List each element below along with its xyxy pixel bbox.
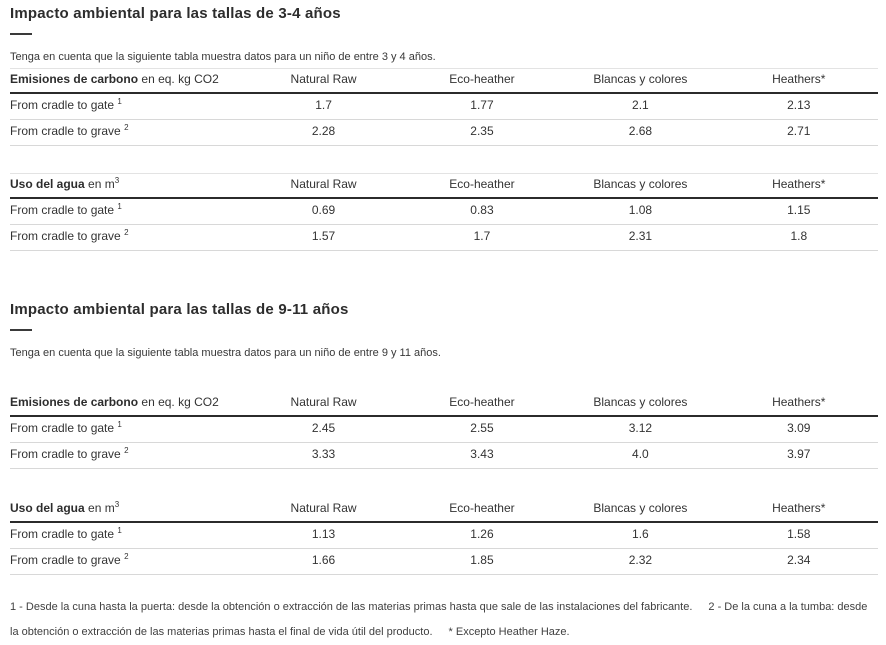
metric-value: 1.13 bbox=[244, 522, 403, 549]
column-header: Blancas y colores bbox=[561, 392, 720, 417]
metric-value: 1.66 bbox=[244, 548, 403, 575]
footnotes: 1 - Desde la cuna hasta la puerta: desde… bbox=[10, 595, 878, 645]
column-header: Heathers* bbox=[719, 68, 878, 94]
metric-value: 2.28 bbox=[244, 119, 403, 146]
metric-value: 1.08 bbox=[561, 198, 720, 225]
column-header: Blancas y colores bbox=[561, 173, 720, 199]
metric-value: 2.45 bbox=[244, 416, 403, 443]
carbon-emissions-table: Emisiones de carbono en eq. kg CO2 Natur… bbox=[10, 68, 878, 146]
section-note: Tenga en cuenta que la siguiente tabla m… bbox=[10, 51, 436, 63]
metric-value: 2.34 bbox=[719, 548, 878, 575]
metric-value: 1.58 bbox=[719, 522, 878, 549]
row-label: From cradle to gate 1 bbox=[10, 93, 245, 120]
metric-value: 1.6 bbox=[561, 522, 720, 549]
column-header: Natural Raw bbox=[244, 68, 403, 94]
metric-value: 1.85 bbox=[402, 548, 562, 575]
metric-value: 2.71 bbox=[719, 119, 878, 146]
metric-value: 1.26 bbox=[402, 522, 562, 549]
column-header: Blancas y colores bbox=[561, 68, 720, 94]
metric-header: Uso del agua en m3 bbox=[10, 173, 245, 199]
metric-value: 2.55 bbox=[402, 416, 562, 443]
column-header: Eco-heather bbox=[402, 173, 562, 199]
title-underline-dash bbox=[10, 33, 32, 35]
section-note: Tenga en cuenta que la siguiente tabla m… bbox=[10, 347, 441, 359]
metric-value: 1.8 bbox=[719, 224, 878, 251]
footnote-heather-haze: * Excepto Heather Haze. bbox=[448, 626, 570, 638]
metric-value: 3.09 bbox=[719, 416, 878, 443]
section-title: Impacto ambiental para las tallas de 3-4… bbox=[10, 5, 341, 22]
table-row: From cradle to gate 1 0.69 0.83 1.08 1.1… bbox=[10, 198, 878, 225]
column-header: Natural Raw bbox=[244, 392, 403, 417]
column-header: Heathers* bbox=[719, 392, 878, 417]
table-header-row: Uso del agua en m3 Natural Raw Eco-heath… bbox=[10, 173, 878, 199]
metric-value: 1.15 bbox=[719, 198, 878, 225]
metric-value: 4.0 bbox=[561, 442, 720, 469]
metric-value: 3.43 bbox=[402, 442, 562, 469]
metric-value: 0.83 bbox=[402, 198, 562, 225]
row-label: From cradle to grave 2 bbox=[10, 548, 245, 575]
column-header: Natural Raw bbox=[244, 173, 403, 199]
column-header: Eco-heather bbox=[402, 498, 562, 523]
carbon-emissions-table: Emisiones de carbono en eq. kg CO2 Natur… bbox=[10, 392, 878, 469]
column-header: Eco-heather bbox=[402, 68, 562, 94]
metric-value: 2.31 bbox=[561, 224, 720, 251]
metric-value: 2.32 bbox=[561, 548, 720, 575]
table-row: From cradle to gate 1 1.7 1.77 2.1 2.13 bbox=[10, 93, 878, 120]
metric-value: 2.35 bbox=[402, 119, 562, 146]
row-label: From cradle to gate 1 bbox=[10, 416, 245, 443]
section-sizes-9-11: Impacto ambiental para las tallas de 9-1… bbox=[10, 301, 878, 575]
title-underline-dash bbox=[10, 329, 32, 331]
table-row: From cradle to gate 1 2.45 2.55 3.12 3.0… bbox=[10, 416, 878, 443]
row-label: From cradle to gate 1 bbox=[10, 522, 245, 549]
water-use-table: Uso del agua en m3 Natural Raw Eco-heath… bbox=[10, 173, 878, 251]
table-row: From cradle to grave 2 1.57 1.7 2.31 1.8 bbox=[10, 224, 878, 251]
metric-value: 2.1 bbox=[561, 93, 720, 120]
metric-header: Emisiones de carbono en eq. kg CO2 bbox=[10, 68, 245, 94]
table-header-row: Uso del agua en m3 Natural Raw Eco-heath… bbox=[10, 498, 878, 523]
metric-value: 3.33 bbox=[244, 442, 403, 469]
metric-value: 2.68 bbox=[561, 119, 720, 146]
metric-value: 1.7 bbox=[244, 93, 403, 120]
metric-value: 3.97 bbox=[719, 442, 878, 469]
column-header: Blancas y colores bbox=[561, 498, 720, 523]
metric-header: Uso del agua en m3 bbox=[10, 498, 245, 523]
row-label: From cradle to gate 1 bbox=[10, 198, 245, 225]
metric-value: 1.7 bbox=[402, 224, 562, 251]
table-header-row: Emisiones de carbono en eq. kg CO2 Natur… bbox=[10, 392, 878, 417]
metric-value: 0.69 bbox=[244, 198, 403, 225]
table-row: From cradle to grave 2 3.33 3.43 4.0 3.9… bbox=[10, 442, 878, 469]
column-header: Natural Raw bbox=[244, 498, 403, 523]
column-header: Heathers* bbox=[719, 498, 878, 523]
row-label: From cradle to grave 2 bbox=[10, 442, 245, 469]
metric-value: 3.12 bbox=[561, 416, 720, 443]
row-label: From cradle to grave 2 bbox=[10, 119, 245, 146]
section-title: Impacto ambiental para las tallas de 9-1… bbox=[10, 301, 349, 318]
metric-value: 1.77 bbox=[402, 93, 562, 120]
metric-value: 2.13 bbox=[719, 93, 878, 120]
metric-header: Emisiones de carbono en eq. kg CO2 bbox=[10, 392, 245, 417]
row-label: From cradle to grave 2 bbox=[10, 224, 245, 251]
water-use-table: Uso del agua en m3 Natural Raw Eco-heath… bbox=[10, 498, 878, 575]
table-row: From cradle to gate 1 1.13 1.26 1.6 1.58 bbox=[10, 522, 878, 549]
metric-value: 1.57 bbox=[244, 224, 403, 251]
table-row: From cradle to grave 2 2.28 2.35 2.68 2.… bbox=[10, 119, 878, 146]
table-header-row: Emisiones de carbono en eq. kg CO2 Natur… bbox=[10, 68, 878, 94]
section-sizes-3-4: Impacto ambiental para las tallas de 3-4… bbox=[10, 5, 878, 251]
table-row: From cradle to grave 2 1.66 1.85 2.32 2.… bbox=[10, 548, 878, 575]
footnote-cradle-to-gate: 1 - Desde la cuna hasta la puerta: desde… bbox=[10, 601, 693, 613]
column-header: Heathers* bbox=[719, 173, 878, 199]
column-header: Eco-heather bbox=[402, 392, 562, 417]
